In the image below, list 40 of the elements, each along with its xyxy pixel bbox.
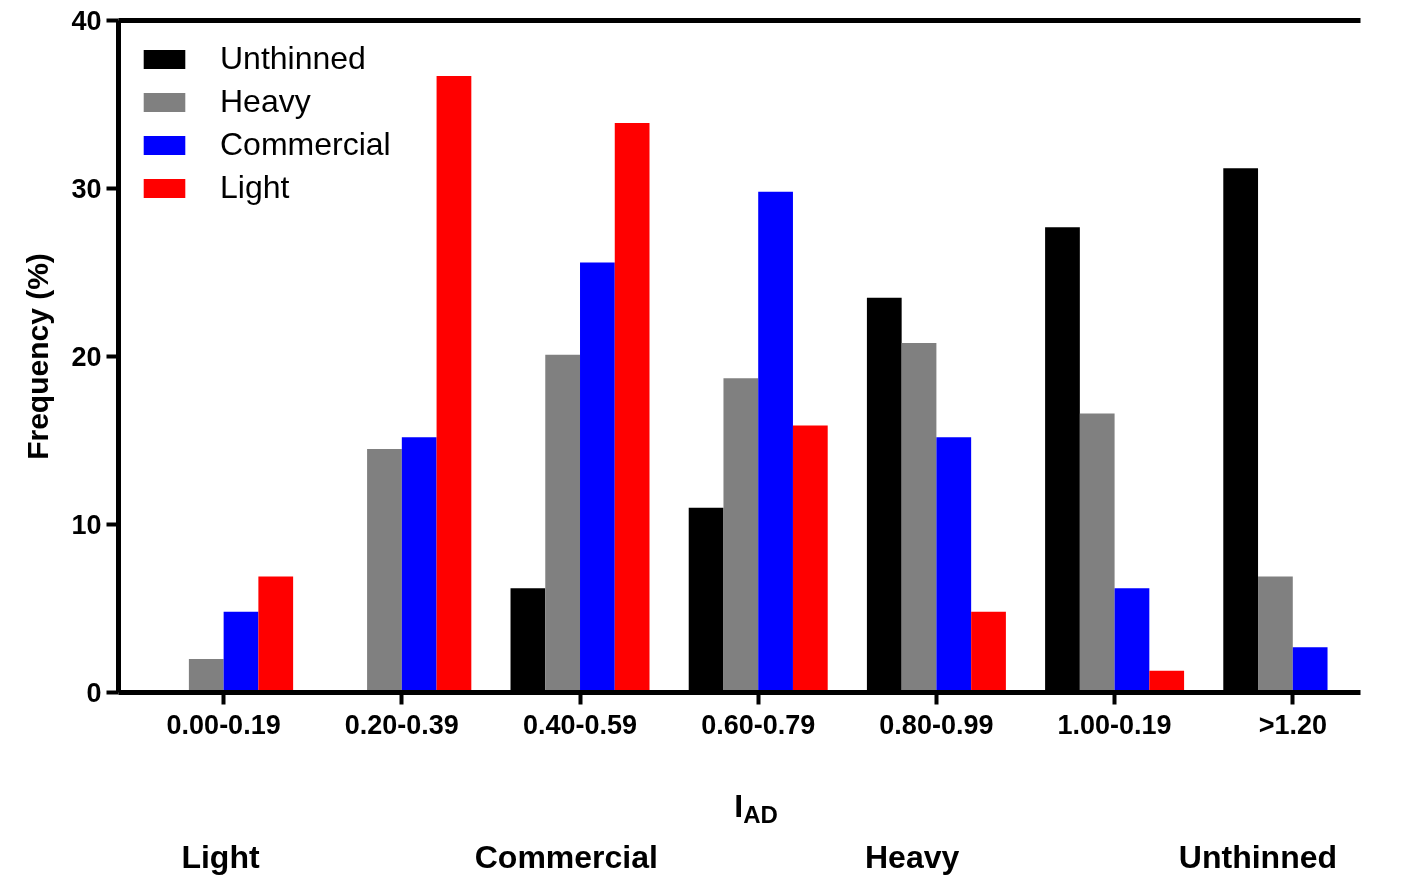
y-tick-label: 10: [71, 510, 102, 540]
y-axis-title: Frequency (%): [21, 253, 55, 460]
x-tick-label: 0.40-0.59: [522, 709, 638, 740]
x-tick-label: 0.20-0.39: [344, 709, 459, 740]
bar: [792, 425, 828, 693]
bar: [545, 354, 581, 693]
x-tick-label: 0.80-0.99: [879, 709, 994, 740]
bar: [188, 658, 224, 693]
bar: [1292, 647, 1328, 693]
bar: [614, 122, 650, 693]
bar: [1114, 588, 1150, 693]
x-tick-label: 0.00-0.19: [166, 709, 281, 740]
legend-label: Heavy: [220, 83, 311, 120]
bar: [258, 576, 294, 693]
bar: [1079, 413, 1115, 693]
bar: [1258, 576, 1293, 693]
bar: [901, 343, 937, 693]
bar: [758, 191, 793, 693]
bar: [580, 262, 615, 693]
bar: [367, 448, 402, 693]
text: Heavy: [864, 838, 960, 875]
bar: [223, 611, 259, 693]
bar: [401, 437, 437, 693]
text: Commercial: [474, 838, 658, 875]
text: Light: [181, 838, 260, 875]
text: Unthinned: [1178, 838, 1338, 875]
legend-label: Unthinned: [220, 40, 366, 77]
y-tick-label: 0: [86, 678, 102, 708]
y-tick-label: 20: [71, 342, 102, 372]
x-tick-label: 0.60-0.79: [701, 709, 816, 740]
bar: [936, 437, 972, 693]
y-tick-label: 40: [71, 6, 102, 36]
bar: [971, 611, 1006, 693]
x-tick-label: >1.20: [1258, 709, 1327, 740]
legend-label: Light: [220, 169, 290, 206]
y-tick-label: 30: [71, 174, 102, 204]
bar: [436, 75, 472, 693]
bar: [723, 378, 759, 693]
x-tick-label: 1.00-0.19: [1057, 709, 1172, 740]
legend-label: Commercial: [220, 126, 391, 163]
